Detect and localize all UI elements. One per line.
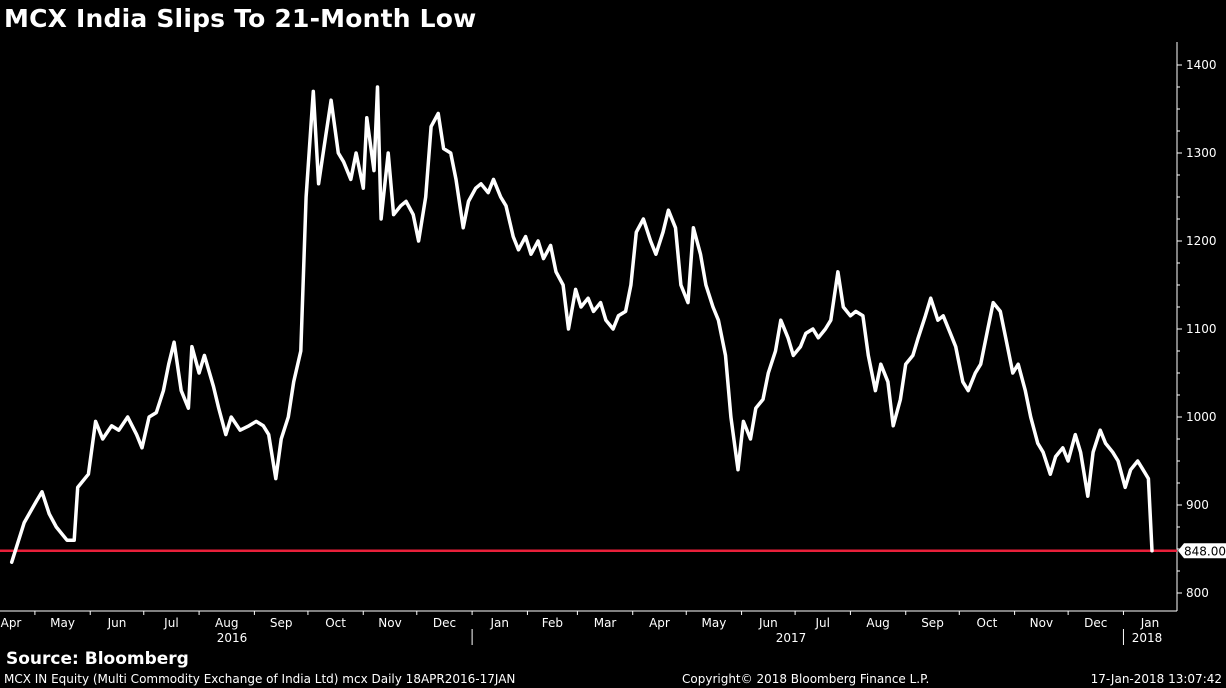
x-tick-label-jan: Jan (1140, 616, 1160, 630)
year-label-2017: 2017 (776, 631, 807, 645)
x-tick-label-jun: Jun (107, 616, 127, 630)
x-tick-label-dec: Dec (433, 616, 456, 630)
series-line-mcx (9, 85, 1154, 564)
x-tick-label-jan: Jan (490, 616, 510, 630)
x-tick-label-sep: Sep (270, 616, 293, 630)
x-tick-label-feb: Feb (542, 616, 563, 630)
x-tick-label-aug: Aug (215, 616, 238, 630)
x-axis-ticks: Apr May Jun Jul Aug Sep Oct Nov Dec Jan Feb Mar Apr M… (1, 611, 1160, 630)
footer-copyright: Copyright© 2018 Bloomberg Finance L.P. (682, 672, 930, 686)
year-dividers: 2016 2017 2018 (217, 629, 1163, 645)
x-tick-label-jun: Jun (758, 616, 778, 630)
source-label: Source: Bloomberg (6, 649, 189, 669)
year-label-2016: 2016 (217, 631, 248, 645)
x-tick-label-jul: Jul (163, 616, 178, 630)
x-tick-label-may: May (50, 616, 75, 630)
x-tick-label-oct: Oct (977, 616, 998, 630)
x-tick-label-nov: Nov (1030, 616, 1053, 630)
x-tick-label-jul: Jul (815, 616, 830, 630)
x-tick-label-sep: Sep (921, 616, 944, 630)
y-tick-label-1000: 1000 (1186, 410, 1217, 424)
x-tick-label-apr: Apr (649, 616, 670, 630)
x-tick-label-apr: Apr (1, 616, 22, 630)
chart-title: MCX India Slips To 21-Month Low (4, 4, 477, 33)
y-tick-label-1400: 1400 (1186, 58, 1217, 72)
footer-description: MCX IN Equity (Multi Commodity Exchange … (4, 672, 516, 686)
y-tick-label-1100: 1100 (1186, 322, 1217, 336)
x-tick-label-may: May (701, 616, 726, 630)
y-axis-ticks: 800 900 1000 1100 1200 1300 1400 (1177, 58, 1217, 600)
y-tick-label-1200: 1200 (1186, 234, 1217, 248)
x-tick-label-dec: Dec (1084, 616, 1107, 630)
reference-value-tag: 848.00 (1178, 543, 1226, 559)
x-tick-label-nov: Nov (378, 616, 401, 630)
reference-tag-label: 848.00 (1184, 544, 1226, 558)
footer-timestamp: 17-Jan-2018 13:07:42 (1090, 672, 1222, 686)
chart-axes (0, 42, 1178, 612)
x-tick-label-mar: Mar (594, 616, 617, 630)
year-label-2018: 2018 (1132, 631, 1163, 645)
y-tick-label-900: 900 (1186, 498, 1209, 512)
y-tick-label-800: 800 (1186, 586, 1209, 600)
y-tick-label-1300: 1300 (1186, 146, 1217, 160)
x-tick-label-oct: Oct (325, 616, 346, 630)
reference-tag-box (1178, 543, 1226, 559)
x-tick-label-aug: Aug (866, 616, 889, 630)
